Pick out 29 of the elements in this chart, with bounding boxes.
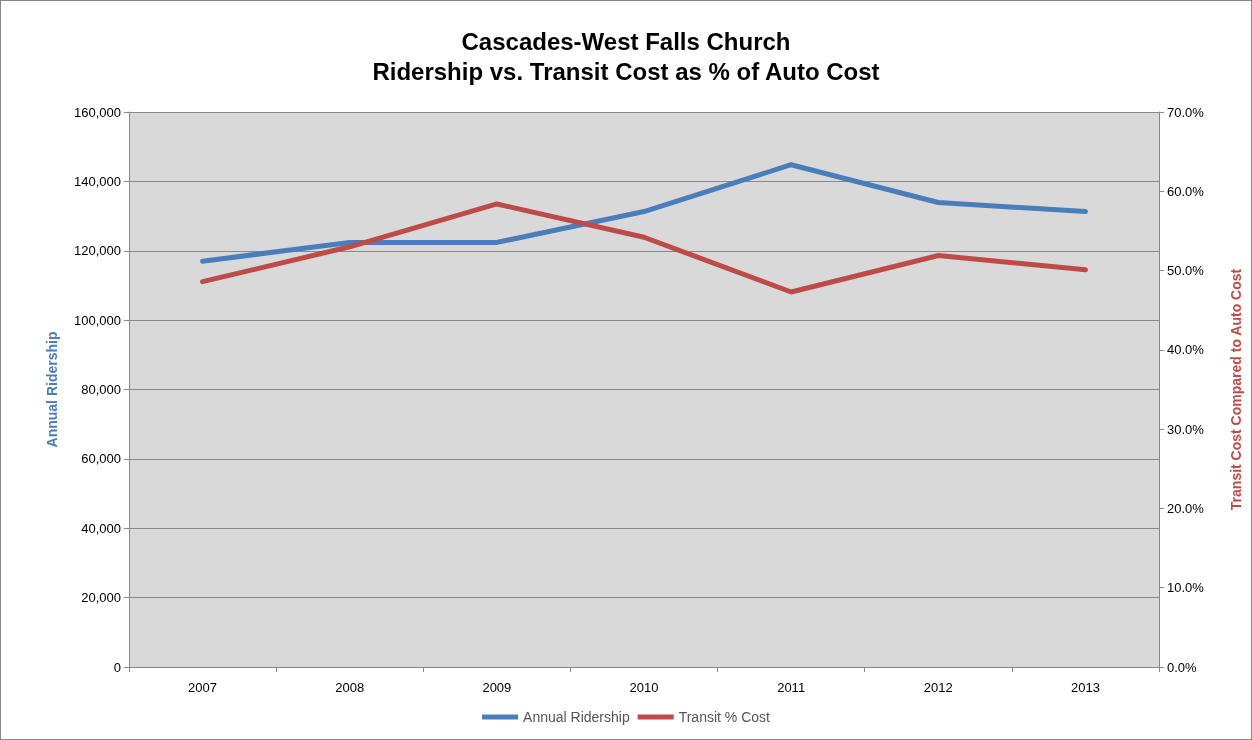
x-tick-label: 2012 bbox=[923, 680, 953, 695]
y-tick-label: 100,000 bbox=[74, 312, 121, 328]
y2-tick-label: 60.0% bbox=[1167, 183, 1205, 199]
y2-tick-label: 50.0% bbox=[1167, 263, 1205, 279]
y-axis-title: Annual Ridership bbox=[44, 331, 60, 448]
y-tick-label: 20,000 bbox=[81, 590, 121, 606]
y2-tick-label: 0.0% bbox=[1167, 659, 1198, 675]
legend-label: Annual Ridership bbox=[523, 709, 630, 725]
y2-tick-label: 30.0% bbox=[1167, 421, 1205, 437]
chart-title: Cascades-West Falls Church Ridership vs. Transit Cost as % of Auto Cost bbox=[372, 27, 880, 85]
y2-tick-label: 40.0% bbox=[1167, 342, 1205, 358]
y-tick-label: 80,000 bbox=[81, 382, 121, 397]
y-tick-label: 0 bbox=[113, 659, 121, 675]
y2-tick-label: 70.0% bbox=[1167, 104, 1205, 120]
x-tick-label: 2008 bbox=[335, 680, 365, 695]
y-tick-label: 120,000 bbox=[74, 243, 121, 259]
x-tick-label: 2011 bbox=[777, 680, 806, 695]
y2-tick-label: 20.0% bbox=[1167, 500, 1205, 516]
y-tick-label: 140,000 bbox=[74, 173, 121, 189]
x-tick-label: 2010 bbox=[629, 680, 659, 695]
y-tick-label: 160,000 bbox=[74, 104, 121, 120]
x-tick-label: 2007 bbox=[188, 680, 218, 695]
y2-tick-label: 10.0% bbox=[1167, 580, 1205, 596]
x-tick-label: 2009 bbox=[482, 680, 512, 695]
x-tick-label: 2013 bbox=[1070, 680, 1100, 695]
y-tick-label: 60,000 bbox=[81, 451, 121, 467]
y2-axis-title: Transit Cost Compared to Auto Cost bbox=[1228, 268, 1244, 511]
legend-label: Transit % Cost bbox=[678, 709, 771, 725]
y-tick-label: 40,000 bbox=[81, 520, 121, 536]
